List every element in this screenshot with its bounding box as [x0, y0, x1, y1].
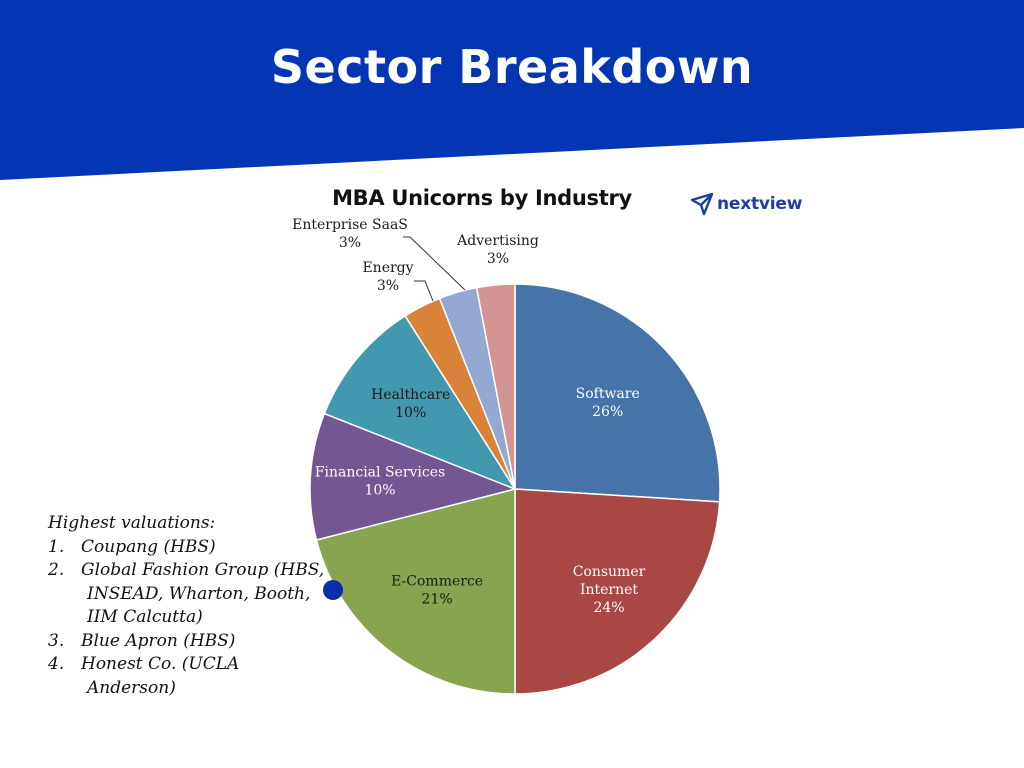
slice-label: Energy 3%: [362, 260, 413, 294]
pie-slice-consumer-internet: [514, 488, 721, 695]
slice-label: Software 26%: [576, 386, 640, 420]
valuation-number: 4.: [48, 654, 65, 674]
slice-label: Consumer Internet 24%: [573, 564, 646, 616]
chart-title: MBA Unicorns by Industry: [332, 186, 632, 210]
leader-line: [403, 236, 466, 291]
valuation-item: 1. Coupang (HBS): [48, 536, 338, 560]
logo-text: nextview: [717, 194, 803, 214]
valuation-text-line: Blue Apron (HBS): [81, 630, 236, 651]
leader-line: [414, 280, 434, 302]
valuation-text-line: IIM Calcutta): [87, 607, 203, 627]
paper-plane-icon: [690, 192, 714, 216]
pie-slice-advertising: [475, 283, 516, 490]
valuation-text-line: Anderson): [87, 677, 176, 698]
valuations-notes: Highest valuations: 1. Coupang (HBS) 2. Glo…: [48, 512, 338, 700]
valuations-list: 1. Coupang (HBS) 2. Global Fashion Group (H…: [48, 536, 338, 701]
pie-slice-healthcare: [323, 314, 517, 491]
slice-label: Enterprise SaaS 3%: [292, 217, 408, 251]
pie-slice-financial-services: [309, 412, 518, 541]
valuation-item: 4. Honest Co. (UCLA Anderson): [48, 653, 338, 700]
pie-slice-e-commerce: [315, 488, 516, 695]
slice-label: Financial Services 10%: [315, 465, 445, 499]
valuation-text: Blue Apron (HBS): [81, 630, 338, 654]
valuations-heading: Highest valuations:: [48, 513, 216, 533]
page-title: Sector Breakdown: [270, 40, 754, 94]
valuation-text-line: Honest Co. (UCLA: [81, 654, 240, 674]
valuation-text: Global Fashion Group (HBS, INSEAD, Wharto…: [81, 559, 338, 630]
valuation-text: Honest Co. (UCLA Anderson): [81, 653, 338, 700]
header-band: [0, 0, 1024, 180]
marker-dot: [323, 580, 343, 600]
slice-label: Healthcare 10%: [371, 387, 450, 421]
valuation-text-line: Coupang (HBS): [81, 536, 216, 557]
valuation-text-line: INSEAD, Wharton, Booth,: [87, 583, 311, 604]
valuation-number: 3.: [48, 630, 65, 651]
nextview-logo: nextview: [690, 190, 802, 218]
valuation-number: 2.: [48, 560, 65, 580]
slice-label: E-Commerce 21%: [391, 573, 483, 607]
valuation-text: Coupang (HBS): [81, 536, 338, 560]
valuation-number: 1.: [48, 536, 65, 557]
valuation-item: 3. Blue Apron (HBS): [48, 630, 338, 654]
valuation-text-line: Global Fashion Group (HBS,: [81, 560, 325, 580]
valuation-item: 2. Global Fashion Group (HBS, INSEAD, Whar…: [48, 559, 338, 630]
slice-label: Advertising 3%: [456, 233, 539, 267]
pie-slice-software: [514, 283, 721, 503]
